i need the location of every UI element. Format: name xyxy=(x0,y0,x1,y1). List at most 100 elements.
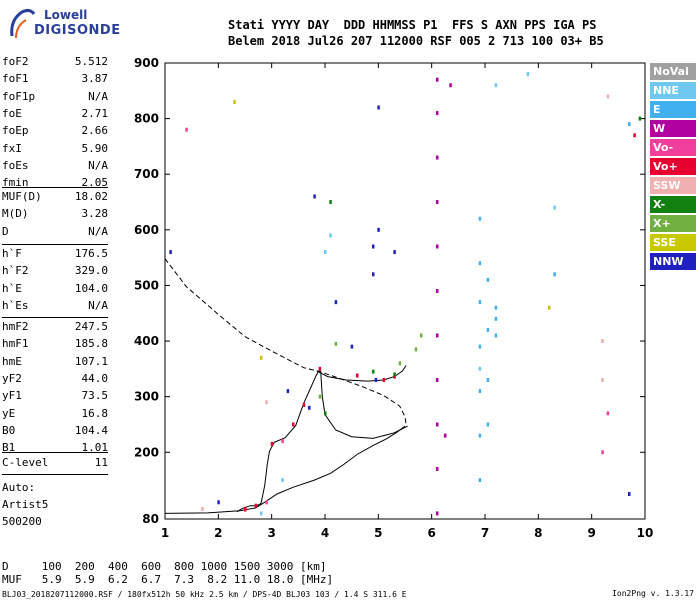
param-value: 73.5 xyxy=(81,389,109,403)
y-tick-label: 900 xyxy=(134,56,159,70)
echo-point-vo xyxy=(382,377,386,382)
param-row: yF1 73.5 xyxy=(2,389,108,405)
y-tick-label: 80 xyxy=(142,512,159,526)
electron-density-profile-line xyxy=(164,425,406,514)
chart-marks xyxy=(169,72,642,516)
echo-point-ssw xyxy=(265,400,268,405)
legend-entry: W xyxy=(650,120,696,137)
param-value: 247.5 xyxy=(74,320,108,333)
param-row: foF1 3.87 xyxy=(2,72,108,88)
legend-entry: X+ xyxy=(650,215,696,232)
echo-point-vo xyxy=(606,411,610,416)
param-row: yF2 44.0 xyxy=(2,372,108,388)
echo-point-x xyxy=(329,200,332,205)
echo-point-w xyxy=(436,289,439,293)
echo-point-w xyxy=(436,155,439,160)
echo-point-e xyxy=(486,377,490,382)
x-tick-label: 8 xyxy=(534,526,542,540)
echo-point-e xyxy=(553,272,556,277)
echo-point-x xyxy=(638,116,642,121)
legend-entry: SSW xyxy=(650,177,696,194)
echo-point-nnw xyxy=(169,250,172,255)
legend-entry: X- xyxy=(650,196,696,213)
echo-point-e xyxy=(628,122,631,127)
echo-point-vo xyxy=(356,373,359,378)
echo-point-w xyxy=(436,422,439,427)
echo-point-vo xyxy=(292,422,295,427)
param-name: hmF1 xyxy=(2,337,29,351)
echo-point-vo xyxy=(318,366,322,371)
x-tick-label: 1 xyxy=(161,526,169,540)
param-value: 2.71 xyxy=(81,106,109,120)
auto-scaling-label: Artist5 xyxy=(2,498,49,511)
lowell-digisonde-logo: Lowell DIGISONDE xyxy=(8,6,128,50)
param-separator xyxy=(2,187,108,188)
param-value: 1.01 xyxy=(81,441,109,455)
param-value: 329.0 xyxy=(74,264,108,278)
x-tick-label: 3 xyxy=(267,526,275,540)
param-row: yE 16.8 xyxy=(2,407,108,423)
param-row: foF2 5.512 xyxy=(2,55,108,71)
echo-point-e xyxy=(486,277,490,282)
legend-entry: Vo+ xyxy=(650,158,696,175)
echo-point-vo xyxy=(601,450,604,455)
param-name: C-level xyxy=(2,456,49,469)
echo-point-e xyxy=(478,433,482,438)
chart-curves xyxy=(164,258,408,514)
param-name: MUF(D) xyxy=(2,190,42,203)
station-header-line1: Stati YYYY DAY DDD HHMMSS P1 FFS S AXN P… xyxy=(228,18,597,32)
param-value: N/A xyxy=(88,224,108,238)
param-value: 3.28 xyxy=(81,207,109,221)
echo-point-nne xyxy=(324,250,327,255)
f2-trace-line xyxy=(316,365,407,382)
param-name: fmin xyxy=(2,176,29,190)
param-row: foF1p N/A xyxy=(2,90,108,106)
echo-point-nne xyxy=(478,366,482,371)
param-row: h`E 104.0 xyxy=(2,282,108,298)
param-name: foEs xyxy=(2,158,29,172)
y-tick-label: 300 xyxy=(134,390,159,404)
echo-point-nnw xyxy=(217,500,220,505)
echo-point-w xyxy=(436,244,439,249)
echo-point-e xyxy=(494,305,498,310)
param-value: 104.0 xyxy=(74,281,108,295)
param-value: N/A xyxy=(88,158,108,172)
muf-row: MUF 5.9 5.9 6.2 6.7 7.3 8.2 11.0 18.0 [M… xyxy=(2,573,334,586)
echo-point-e xyxy=(486,327,490,332)
x-tick-label: 9 xyxy=(587,526,595,540)
param-row: B0 104.4 xyxy=(2,424,108,440)
echo-point-x xyxy=(318,394,322,399)
station-header-line2: Belem 2018 Jul26 207 112000 RSF 005 2 71… xyxy=(228,34,604,48)
echo-point-e xyxy=(494,333,498,338)
echo-point-nne xyxy=(329,233,332,238)
logo-product: DIGISONDE xyxy=(34,23,121,38)
legend-entry: NNE xyxy=(650,82,696,99)
echo-point-nnw xyxy=(393,250,396,255)
param-row: foEs N/A xyxy=(2,159,108,175)
echo-point-vo xyxy=(393,374,396,379)
param-value: 185.8 xyxy=(74,337,108,351)
param-value: 18.02 xyxy=(74,190,108,203)
param-value: 16.8 xyxy=(81,406,109,420)
auto-scaling-label: 500200 xyxy=(2,515,42,528)
x-tick-label: 6 xyxy=(427,526,435,540)
param-name: yF1 xyxy=(2,389,22,403)
param-value: N/A xyxy=(88,89,108,103)
echo-point-w xyxy=(436,511,439,516)
echo-point-e xyxy=(478,344,482,349)
echo-point-nne xyxy=(281,478,284,483)
param-row: hmF2 247.5 xyxy=(2,320,108,336)
param-value: 5.512 xyxy=(74,55,108,68)
echo-point-vo xyxy=(270,441,274,446)
echo-point-nnw xyxy=(308,405,311,410)
echo-point-e xyxy=(478,389,482,394)
echo-point-e xyxy=(478,478,482,483)
echo-point-w xyxy=(436,466,439,471)
echo-point-sse xyxy=(260,355,263,360)
echo-point-nnw xyxy=(286,389,290,394)
logo-brand: Lowell xyxy=(44,8,88,22)
param-value: 44.0 xyxy=(81,371,109,385)
echo-point-nnw xyxy=(350,344,354,349)
echo-point-w xyxy=(444,433,447,438)
echo-point-w xyxy=(436,111,439,116)
